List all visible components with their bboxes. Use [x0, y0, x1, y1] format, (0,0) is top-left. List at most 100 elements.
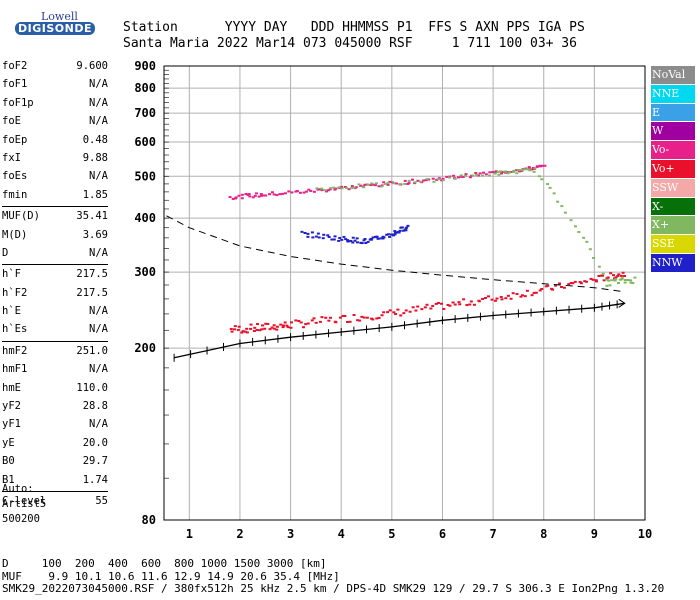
echo-mark [281, 324, 285, 327]
echo-mark [468, 303, 472, 306]
echo-mark [612, 274, 616, 277]
param-value: 217.5 [76, 268, 108, 281]
param-row: h`F 217.5 [2, 266, 108, 284]
param-value: N/A [89, 418, 108, 431]
echo-mark [403, 179, 407, 182]
echo-mark [591, 278, 595, 281]
legend-item: NNW [651, 253, 695, 272]
param-row: fxI 9.88 [2, 150, 108, 168]
header-labels: Station YYYY DAY DDD HHMMSS P1 FFS S AXN… [123, 20, 585, 35]
echo-mark [448, 176, 452, 179]
echo-mark [623, 281, 627, 284]
echo-mark [373, 184, 377, 187]
echo-mark [562, 286, 566, 289]
echo-mark [380, 184, 384, 187]
echo-mark [397, 231, 401, 234]
x-tick-label: 6 [439, 527, 446, 541]
echo-mark [392, 311, 396, 314]
x-tick-label: 10 [638, 527, 652, 541]
echo-mark [601, 272, 605, 275]
param-value: 0.48 [82, 133, 108, 146]
param-key: foEp [2, 133, 28, 146]
echo-mark [499, 172, 503, 175]
echo-mark [340, 238, 344, 241]
echo-mark [614, 278, 618, 281]
echo-mark [424, 179, 428, 182]
echo-mark [497, 173, 501, 176]
param-key: hmF1 [2, 363, 28, 376]
echo-mark [264, 194, 268, 197]
echo-mark [548, 186, 552, 189]
echo-mark [349, 187, 353, 190]
echo-mark [363, 183, 367, 186]
echo-mark [482, 171, 486, 174]
echo-mark [255, 328, 259, 331]
echo-mark [306, 235, 310, 238]
echo-mark [328, 188, 332, 191]
echo-mark [382, 311, 386, 314]
echo-mark [347, 188, 351, 191]
echo-mark [533, 167, 537, 170]
echo-mark [399, 314, 403, 317]
echo-mark [560, 286, 564, 289]
echo-mark [283, 192, 287, 195]
echo-mark [371, 183, 375, 186]
echo-mark [386, 311, 390, 314]
echo-mark [240, 193, 244, 196]
echo-mark [558, 282, 562, 285]
echo-mark [493, 172, 497, 175]
param-key: D [2, 246, 9, 259]
echo-mark [629, 281, 633, 284]
echo-mark [427, 178, 431, 181]
echo-mark [257, 195, 261, 198]
echo-mark [358, 319, 362, 322]
echo-mark [286, 326, 290, 329]
echo-mark [244, 193, 248, 196]
echo-mark [295, 190, 299, 193]
echo-mark [431, 304, 435, 307]
echo-mark [233, 328, 237, 331]
echo-mark [249, 327, 253, 330]
echo-mark [348, 320, 352, 323]
param-key: B0 [2, 455, 15, 468]
param-key: yE [2, 436, 15, 449]
param-key: hmF2 [2, 344, 28, 357]
echo-mark [386, 183, 390, 186]
echo-mark [380, 185, 384, 188]
echo-mark [312, 317, 316, 320]
echo-mark [554, 284, 558, 287]
echo-mark [343, 314, 347, 317]
legend-item: SSW [651, 178, 695, 197]
echo-mark [310, 231, 314, 234]
file-info: SMK29_2022073045000.RSF / 380fx512h 25 k… [2, 582, 665, 595]
echo-mark [268, 193, 272, 196]
param-row: B0 29.7 [2, 453, 108, 471]
echo-mark [543, 164, 547, 167]
param-row: h`Es N/A [2, 321, 108, 339]
echo-mark [300, 230, 304, 233]
echo-mark [268, 328, 272, 331]
echo-mark [560, 205, 564, 208]
echo-mark [431, 177, 435, 180]
echo-mark [440, 179, 444, 182]
param-key: h`E [2, 305, 21, 318]
echo-mark [364, 242, 368, 245]
param-key: h`F2 [2, 286, 28, 299]
echo-mark [456, 176, 460, 179]
echo-mark [347, 240, 351, 243]
echo-mark [436, 301, 440, 304]
echo-mark [294, 319, 298, 322]
echo-mark [283, 321, 287, 324]
echo-mark [422, 179, 426, 182]
echo-mark [488, 171, 492, 174]
echo-mark [275, 325, 279, 328]
param-row: h`E N/A [2, 303, 108, 321]
param-key: C-level [2, 494, 47, 507]
legend-item: NoVal [651, 66, 695, 84]
echo-mark [525, 168, 529, 171]
echo-mark [563, 211, 567, 214]
echo-mark [228, 196, 232, 199]
echo-mark [388, 309, 392, 312]
echo-mark [392, 182, 396, 185]
echo-mark [289, 321, 293, 324]
